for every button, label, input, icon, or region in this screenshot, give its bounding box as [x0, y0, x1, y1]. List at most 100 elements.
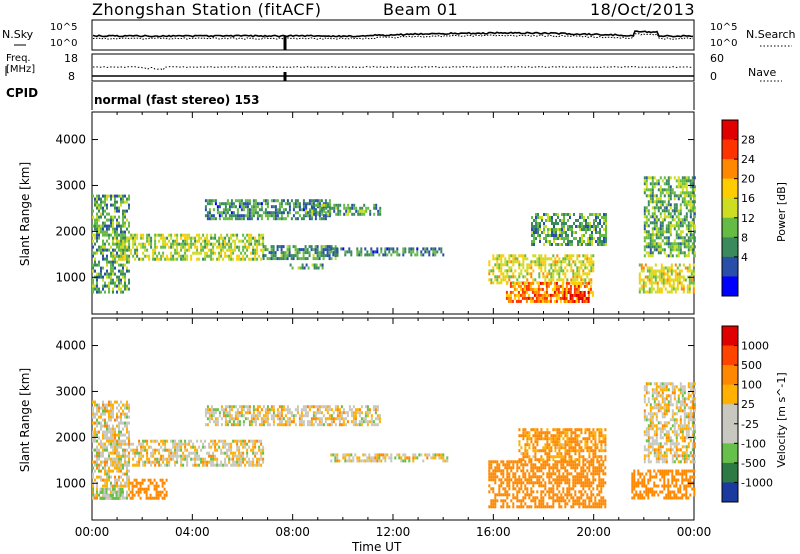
power-cell-5 [321, 206, 324, 210]
power-cell-8 [577, 287, 580, 291]
power-cell-1 [194, 242, 197, 246]
velocity-cell-4 [298, 417, 301, 421]
velocity-cell-4 [224, 420, 227, 424]
power-cell-5 [339, 203, 342, 207]
velocity-cell-4 [346, 411, 349, 415]
power-cell-7 [544, 278, 547, 282]
power-cell-6 [330, 247, 333, 251]
power-cell-0 [98, 245, 100, 249]
power-cell-12 [653, 227, 656, 231]
velocity-cell-4 [240, 414, 243, 418]
power-cell-6 [332, 253, 335, 257]
velocity-cell-6 [502, 481, 505, 485]
power-cell-10 [557, 237, 559, 240]
power-cell-10 [605, 225, 607, 228]
power-cell-1 [124, 251, 127, 255]
power-cell-4 [274, 211, 277, 215]
power-cell-4 [208, 208, 211, 212]
power-cell-10 [603, 216, 605, 219]
power-cell-12 [649, 221, 652, 225]
power-cell-10 [535, 213, 537, 216]
power-cell-4 [248, 214, 251, 218]
velocity-cell-0 [110, 439, 112, 443]
velocity-cell-3 [151, 481, 154, 485]
power-cell-8 [575, 281, 578, 285]
velocity-cell-0 [116, 433, 118, 437]
power-cell-12 [649, 251, 652, 255]
velocity-cell-4 [258, 405, 261, 409]
velocity-cell-6 [602, 496, 605, 500]
power-cell-6 [358, 253, 361, 257]
power-cell-9 [581, 294, 584, 297]
velocity-cell-4 [258, 411, 261, 415]
power-cell-0 [120, 272, 122, 276]
power-heatmap [92, 176, 696, 303]
velocity-cell-4 [310, 423, 313, 427]
velocity-cell-5 [336, 453, 339, 457]
power-cell-10 [587, 243, 589, 246]
power-cell-11 [678, 263, 681, 267]
velocity-cell-2 [240, 460, 243, 464]
power-cell-11 [664, 278, 667, 282]
power-cell-11 [688, 287, 691, 291]
velocity-cell-4 [264, 408, 267, 412]
power-cell-1 [172, 239, 175, 243]
power-cell-10 [555, 222, 557, 225]
velocity-cell-7 [522, 437, 525, 441]
power-cell-0 [120, 281, 122, 285]
velocity-cell-2 [236, 439, 239, 443]
velocity-cell-6 [564, 481, 567, 485]
velocity-cell-5 [412, 456, 415, 460]
velocity-cell-6 [494, 475, 497, 479]
velocity-cell-6 [590, 490, 593, 494]
power-cell-12 [681, 188, 684, 192]
velocity-cell-4 [342, 411, 345, 415]
velocity-cell-0 [118, 478, 120, 482]
velocity-cell-6 [572, 496, 575, 500]
velocity-cell-6 [546, 475, 549, 479]
power-cell-4 [272, 214, 275, 218]
power-cell-2 [320, 254, 323, 258]
power-cell-11 [678, 272, 681, 276]
velocity-cell-4 [318, 408, 321, 412]
power-cell-0 [92, 194, 94, 198]
power-cell-0 [100, 230, 102, 234]
power-cell-12 [685, 224, 688, 228]
velocity-cell-4 [256, 414, 259, 418]
power-cell-6 [434, 247, 437, 251]
power-cell-4 [234, 205, 237, 209]
power-cell-1 [220, 245, 223, 249]
power-cell-10 [577, 243, 579, 246]
power-cell-0 [114, 272, 116, 276]
power-cell-11 [680, 269, 683, 273]
power-cell-1 [188, 242, 191, 246]
velocity-cell-0 [112, 469, 114, 473]
velocity-cell-6 [526, 490, 529, 494]
power-cell-1 [186, 239, 189, 243]
velocity-cell-6 [562, 478, 565, 482]
power-cell-1 [246, 239, 249, 243]
power-cell-1 [256, 239, 259, 243]
velocity-cell-4 [346, 414, 349, 418]
velocity-cell-2 [194, 448, 197, 452]
velocity-cell-6 [582, 502, 585, 506]
power-cell-10 [561, 222, 563, 225]
power-cell-12 [647, 188, 650, 192]
velocity-cell-6 [488, 469, 491, 473]
power-cell-7 [576, 275, 579, 279]
velocity-cell-2 [252, 463, 255, 467]
power-cell-12 [653, 242, 656, 246]
power-cell-10 [587, 240, 589, 243]
power-cell-10 [551, 222, 553, 225]
power-cell-6 [372, 253, 375, 257]
velocity-cell-4 [236, 408, 239, 412]
power-cell-0 [104, 203, 106, 207]
power-cell-1 [150, 245, 153, 249]
power-cell-0 [94, 227, 96, 231]
velocity-cell-4 [304, 405, 307, 409]
power-cell-2 [334, 245, 337, 249]
power-cell-1 [154, 245, 157, 249]
velocity-cell-2 [138, 463, 141, 467]
power-cell-7 [540, 257, 543, 261]
power-cell-5 [321, 203, 324, 207]
